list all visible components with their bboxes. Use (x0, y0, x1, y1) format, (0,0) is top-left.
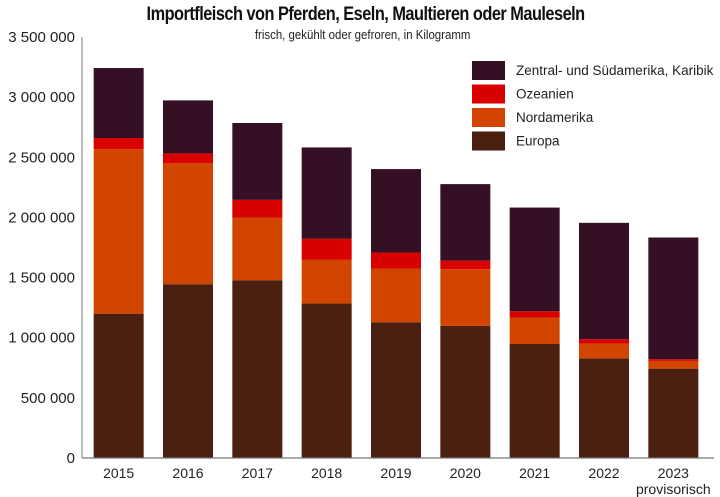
bar-segment-europa-2019 (371, 322, 421, 458)
bar-segment-nordamerika-2017 (232, 217, 283, 281)
y-axis: 0 500 000 1 000 000 1 500 000 2 000 000 2 500… (8, 29, 83, 467)
bar-segment-nordamerika-2021 (509, 317, 560, 344)
bar-segment-ozeanien-2023 (648, 359, 699, 361)
y-tick-label: 2 500 000 (8, 149, 75, 166)
bar-segment-europa-2022 (579, 358, 629, 458)
bar-segment-ozeanien-2017 (232, 199, 283, 218)
bar-stack-2015 (93, 68, 144, 458)
chart-subtitle: frisch, gekühlt oder gefroren, in Kilogr… (254, 27, 471, 42)
legend-item: Europa (472, 131, 560, 151)
bar-segment-nordamerika-2016 (163, 163, 213, 285)
legend: Zentral- und Südamerika, Karibik Ozeanien… (472, 61, 714, 151)
x-axis: 2015 2016 2017 2018 2019 2020 2021 2022 2023prov… (82, 457, 714, 497)
bar-segment-zentral-und-südamerika-karibik-2022 (579, 222, 629, 340)
y-tick-label: 0 (67, 450, 75, 467)
bar-stack-2021 (509, 207, 560, 458)
bar-segment-nordamerika-2015 (93, 149, 144, 314)
bar-segment-ozeanien-2015 (93, 138, 144, 150)
chart-title: Importfleisch von Pferden, Eseln, Maulti… (146, 4, 586, 25)
x-tick-label: 2022 (588, 465, 619, 481)
y-tick-label: 3 500 000 (8, 29, 75, 46)
bar-segment-europa-2023 (648, 368, 699, 458)
x-tick-label: 2019 (380, 465, 411, 481)
legend-swatch (472, 61, 505, 80)
bar-segment-ozeanien-2016 (163, 153, 213, 164)
bar-segment-nordamerika-2022 (579, 343, 629, 359)
bar-segment-ozeanien-2018 (301, 238, 352, 260)
bar-segment-ozeanien-2021 (509, 311, 560, 318)
bar-stack-2022 (579, 222, 629, 458)
y-tick-label: 1 000 000 (8, 330, 75, 347)
bar-segment-zentral-und-südamerika-karibik-2018 (301, 147, 352, 239)
x-tick-label: 2020 (450, 465, 481, 481)
bar-segment-europa-2016 (163, 284, 213, 458)
bar-stack-2020 (440, 184, 491, 458)
bar-segment-nordamerika-2018 (301, 259, 352, 304)
bar-segment-europa-2021 (509, 343, 560, 458)
bar-segment-nordamerika-2023 (648, 360, 699, 369)
legend-label: Nordamerika (516, 110, 594, 125)
bar-segment-europa-2018 (301, 303, 352, 458)
bar-stack-2018 (301, 147, 352, 458)
bar-stack-2019 (371, 169, 421, 458)
bar-segment-zentral-und-südamerika-karibik-2019 (371, 169, 421, 253)
x-tick-label: 2018 (311, 465, 342, 481)
bar-segment-europa-2017 (232, 280, 283, 458)
y-tick-label: 1 500 000 (8, 270, 75, 287)
x-tick-label: 2017 (242, 465, 273, 481)
legend-swatch (472, 84, 505, 104)
bar-segment-ozeanien-2020 (440, 260, 491, 270)
legend-label: Europa (516, 134, 560, 149)
bar-segment-zentral-und-südamerika-karibik-2023 (648, 237, 699, 360)
legend-item: Zentral- und Südamerika, Karibik (472, 61, 714, 80)
x-tick-note: provisorisch (636, 481, 711, 497)
y-tick-label: 2 000 000 (8, 209, 75, 226)
bar-stack-2016 (163, 100, 213, 458)
bar-segment-zentral-und-südamerika-karibik-2016 (163, 100, 213, 154)
y-tick-label: 3 000 000 (8, 89, 75, 106)
legend-label: Ozeanien (516, 87, 574, 102)
bar-stack-2017 (232, 123, 283, 458)
bar-segment-ozeanien-2019 (371, 252, 421, 269)
bar-segment-zentral-und-südamerika-karibik-2020 (440, 184, 491, 261)
bar-segment-ozeanien-2022 (579, 339, 629, 344)
x-tick-label: 2023 (658, 465, 689, 481)
bar-segment-zentral-und-südamerika-karibik-2021 (509, 207, 560, 312)
legend-item: Nordamerika (472, 108, 594, 127)
legend-swatch (472, 131, 505, 151)
bar-segment-nordamerika-2019 (371, 268, 421, 323)
bar-segment-nordamerika-2020 (440, 269, 491, 326)
bar-segment-zentral-und-südamerika-karibik-2015 (93, 68, 144, 139)
bar-segment-zentral-und-südamerika-karibik-2017 (232, 123, 283, 200)
x-tick-label: 2016 (172, 465, 203, 481)
bar-stack-2023 (648, 237, 699, 458)
bar-segment-europa-2015 (93, 313, 144, 458)
x-tick-label: 2021 (519, 465, 550, 481)
legend-item: Ozeanien (472, 84, 574, 104)
y-tick-label: 500 000 (21, 390, 75, 407)
legend-swatch (472, 108, 505, 127)
x-tick-label: 2015 (103, 465, 134, 481)
bars (93, 68, 699, 458)
bar-segment-europa-2020 (440, 325, 491, 458)
legend-label: Zentral- und Südamerika, Karibik (516, 63, 714, 78)
